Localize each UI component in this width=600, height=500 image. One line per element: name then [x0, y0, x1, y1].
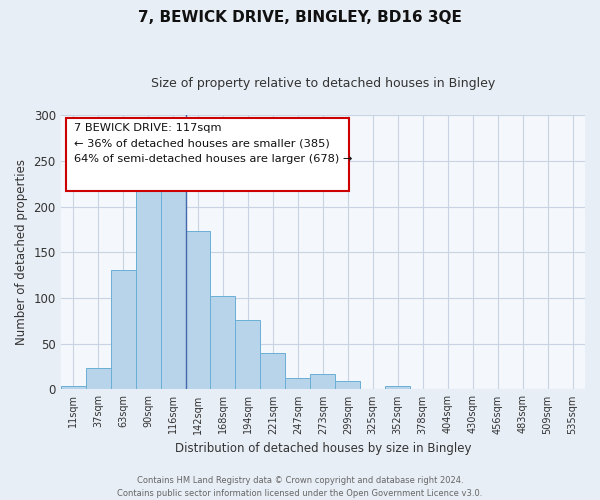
Bar	[286, 378, 310, 390]
Title: Size of property relative to detached houses in Bingley: Size of property relative to detached ho…	[151, 78, 495, 90]
Bar	[260, 353, 286, 390]
Bar	[110, 270, 136, 390]
Bar	[161, 164, 185, 390]
Y-axis label: Number of detached properties: Number of detached properties	[15, 160, 28, 346]
Bar	[435, 388, 460, 390]
Bar	[310, 374, 335, 390]
Bar	[136, 181, 161, 390]
Bar	[335, 381, 360, 390]
Text: Contains HM Land Registry data © Crown copyright and database right 2024.
Contai: Contains HM Land Registry data © Crown c…	[118, 476, 482, 498]
FancyBboxPatch shape	[66, 118, 349, 190]
Text: 7, BEWICK DRIVE, BINGLEY, BD16 3QE: 7, BEWICK DRIVE, BINGLEY, BD16 3QE	[138, 10, 462, 25]
Bar	[211, 296, 235, 390]
Bar	[61, 386, 86, 390]
Bar	[385, 386, 410, 390]
Bar	[86, 368, 110, 390]
X-axis label: Distribution of detached houses by size in Bingley: Distribution of detached houses by size …	[175, 442, 471, 455]
Bar	[185, 232, 211, 390]
Bar	[235, 320, 260, 390]
Bar	[535, 388, 560, 390]
Text: 7 BEWICK DRIVE: 117sqm
← 36% of detached houses are smaller (385)
64% of semi-de: 7 BEWICK DRIVE: 117sqm ← 36% of detached…	[74, 123, 352, 164]
